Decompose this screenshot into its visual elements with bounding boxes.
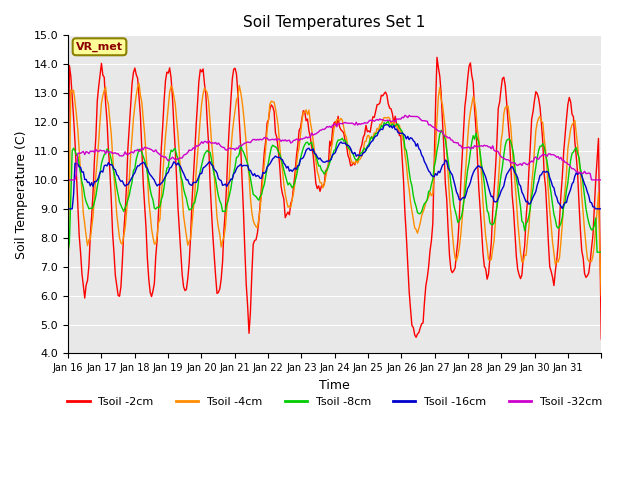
Tsoil -4cm — [135, 81, 143, 86]
Tsoil -32cm — [99, 148, 107, 154]
Tsoil -32cm — [445, 134, 453, 140]
X-axis label: Time: Time — [319, 379, 350, 392]
Tsoil -8cm — [83, 199, 90, 204]
Y-axis label: Soil Temperature (C): Soil Temperature (C) — [15, 130, 28, 259]
Tsoil -16cm — [597, 206, 605, 212]
Tsoil -2cm — [83, 282, 90, 288]
Tsoil -4cm — [595, 190, 602, 195]
Tsoil -2cm — [595, 135, 602, 141]
Tsoil -32cm — [83, 149, 90, 155]
Tsoil -4cm — [64, 276, 72, 282]
Tsoil -16cm — [339, 140, 346, 146]
Tsoil -32cm — [597, 177, 605, 183]
Tsoil -32cm — [525, 160, 532, 166]
Tsoil -4cm — [340, 124, 348, 130]
Title: Soil Temperatures Set 1: Soil Temperatures Set 1 — [243, 15, 426, 30]
Tsoil -16cm — [383, 122, 390, 128]
Tsoil -16cm — [99, 169, 107, 175]
Tsoil -32cm — [64, 177, 72, 183]
Tsoil -8cm — [445, 168, 453, 174]
Tsoil -8cm — [595, 249, 602, 255]
Tsoil -2cm — [339, 128, 346, 134]
Line: Tsoil -16cm: Tsoil -16cm — [68, 125, 601, 209]
Line: Tsoil -4cm: Tsoil -4cm — [68, 84, 601, 296]
Line: Tsoil -32cm: Tsoil -32cm — [68, 115, 601, 180]
Tsoil -4cm — [99, 93, 107, 98]
Tsoil -2cm — [525, 168, 532, 174]
Tsoil -8cm — [99, 156, 107, 161]
Tsoil -8cm — [339, 135, 346, 141]
Tsoil -2cm — [99, 72, 107, 78]
Tsoil -32cm — [595, 177, 602, 183]
Tsoil -16cm — [595, 206, 602, 212]
Tsoil -8cm — [525, 213, 532, 219]
Tsoil -2cm — [64, 203, 72, 209]
Tsoil -2cm — [597, 336, 605, 342]
Tsoil -32cm — [401, 112, 409, 118]
Tsoil -2cm — [445, 252, 453, 258]
Tsoil -4cm — [83, 233, 90, 239]
Tsoil -16cm — [445, 168, 453, 173]
Tsoil -16cm — [525, 201, 532, 207]
Line: Tsoil -2cm: Tsoil -2cm — [68, 57, 601, 339]
Tsoil -8cm — [597, 249, 605, 255]
Tsoil -2cm — [433, 54, 441, 60]
Legend: Tsoil -2cm, Tsoil -4cm, Tsoil -8cm, Tsoil -16cm, Tsoil -32cm: Tsoil -2cm, Tsoil -4cm, Tsoil -8cm, Tsoi… — [63, 393, 606, 411]
Text: VR_met: VR_met — [76, 42, 123, 52]
Tsoil -8cm — [385, 118, 392, 124]
Tsoil -8cm — [64, 249, 72, 255]
Tsoil -16cm — [64, 206, 72, 212]
Tsoil -4cm — [445, 195, 453, 201]
Tsoil -4cm — [525, 225, 532, 231]
Line: Tsoil -8cm: Tsoil -8cm — [68, 121, 601, 252]
Tsoil -16cm — [83, 177, 90, 182]
Tsoil -4cm — [597, 293, 605, 299]
Tsoil -32cm — [339, 121, 346, 127]
